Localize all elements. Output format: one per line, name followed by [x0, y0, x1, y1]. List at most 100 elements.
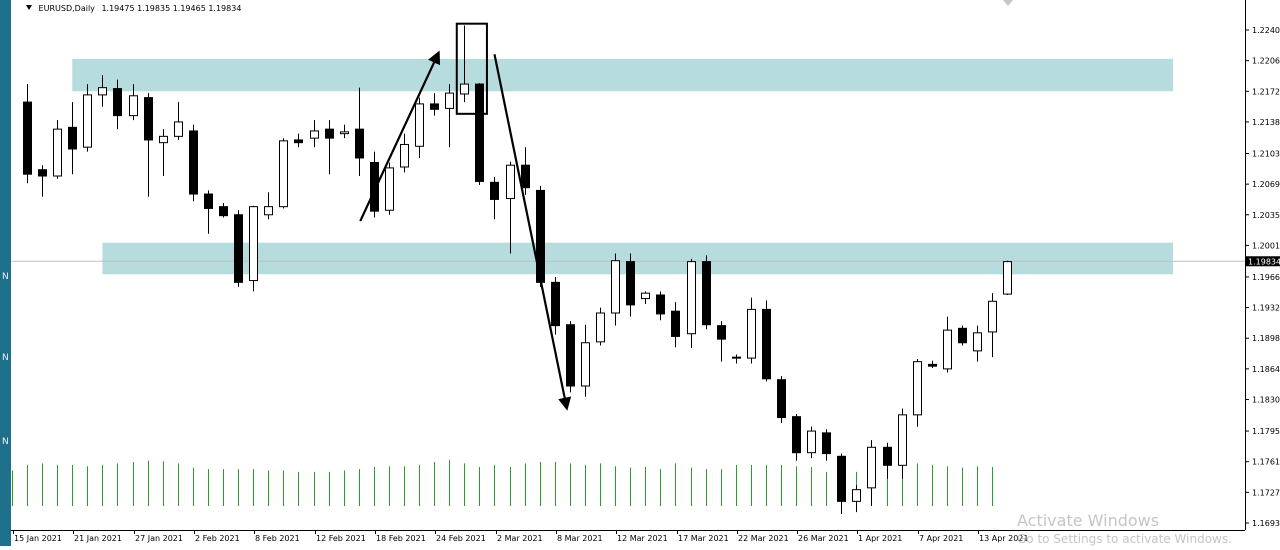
candle[interactable] [943, 316, 952, 373]
candle[interactable] [445, 84, 454, 148]
candle[interactable] [717, 321, 726, 362]
candle[interactable] [23, 84, 32, 184]
candle[interactable] [325, 120, 334, 175]
candle[interactable] [958, 325, 967, 346]
candle-body [204, 193, 213, 209]
dropdown-arrow-icon[interactable] [26, 5, 32, 10]
candle[interactable] [234, 210, 243, 287]
candle[interactable] [837, 453, 846, 514]
candle-body [792, 416, 801, 454]
candle-body [174, 121, 183, 137]
highlight-box[interactable] [455, 22, 488, 115]
chart-canvas[interactable]: 1.22400 1.22060 1.21720 1.21380 1.21030 1.206… [11, 0, 1280, 546]
candle[interactable] [973, 325, 982, 362]
candle-body [852, 489, 861, 502]
candle[interactable] [460, 25, 469, 103]
time-tick-label: 18 Feb 2021 [376, 534, 426, 543]
candle[interactable] [913, 358, 922, 427]
candle[interactable] [38, 165, 47, 197]
price-chart[interactable]: 1.22400 1.22060 1.21720 1.21380 1.21030 1.206… [11, 0, 1280, 546]
candle[interactable] [189, 124, 198, 202]
candle[interactable] [98, 75, 107, 107]
candle[interactable] [249, 205, 258, 292]
candle[interactable] [279, 138, 288, 209]
candle[interactable] [310, 120, 319, 148]
price-tick-label: 1.18980 [1252, 334, 1280, 343]
candle[interactable] [762, 300, 771, 382]
candle-body [23, 101, 32, 175]
candle[interactable] [113, 79, 122, 130]
candle-body [430, 103, 439, 110]
candle[interactable] [807, 426, 816, 459]
candle[interactable] [581, 324, 590, 397]
candle[interactable] [340, 124, 349, 139]
candle[interactable] [355, 87, 364, 177]
candle[interactable] [385, 162, 394, 215]
time-tick-label: 15 Jan 2021 [14, 534, 62, 543]
sr-zone[interactable] [72, 58, 1174, 92]
time-tick-label: 27 Jan 2021 [135, 534, 183, 543]
time-tick-label: 1 Apr 2021 [858, 534, 902, 543]
candle-body [506, 164, 515, 200]
candle[interactable] [988, 293, 997, 358]
candle[interactable] [687, 258, 696, 349]
candle[interactable] [883, 442, 892, 479]
candle[interactable] [430, 93, 439, 116]
candle[interactable] [53, 120, 62, 179]
sr-zone[interactable] [102, 242, 1174, 275]
candle[interactable] [732, 354, 741, 364]
current-price-label: 1.19834 [1248, 257, 1280, 266]
candle[interactable] [928, 360, 937, 368]
candle[interactable] [83, 84, 92, 152]
price-tick-label: 1.19660 [1252, 273, 1280, 282]
candle-body [340, 131, 349, 135]
candle-body [867, 446, 876, 489]
chart-shift-icon[interactable] [1003, 0, 1013, 6]
candle-body [159, 135, 168, 144]
candle[interactable] [521, 147, 530, 195]
candle[interactable] [204, 190, 213, 234]
candle[interactable] [656, 291, 665, 321]
candle[interactable] [626, 253, 635, 317]
candle[interactable] [747, 297, 756, 364]
price-tick-label: 1.22060 [1252, 57, 1280, 66]
candle[interactable] [475, 83, 484, 186]
candle[interactable] [566, 321, 575, 393]
candle[interactable] [129, 84, 138, 121]
candle[interactable] [219, 203, 228, 218]
candle[interactable] [852, 485, 861, 513]
candle[interactable] [415, 97, 424, 158]
candle[interactable] [159, 129, 168, 177]
candle[interactable] [792, 413, 801, 461]
candle[interactable] [671, 302, 680, 348]
price-tick-label: 1.20690 [1252, 180, 1280, 189]
candle[interactable] [1003, 260, 1012, 295]
candle[interactable] [174, 102, 183, 140]
candle-body [113, 88, 122, 117]
candle[interactable] [611, 253, 620, 326]
candle[interactable] [702, 255, 711, 330]
candle[interactable] [506, 161, 515, 254]
candle[interactable] [596, 307, 605, 346]
candle[interactable] [68, 102, 77, 175]
strip-marker: N [2, 353, 9, 363]
candle[interactable] [867, 440, 876, 506]
candle[interactable] [144, 93, 153, 197]
candle[interactable] [551, 276, 560, 335]
candle[interactable] [536, 185, 545, 287]
candle[interactable] [264, 192, 273, 220]
candle-body [747, 308, 756, 359]
candle[interactable] [641, 291, 650, 304]
candle[interactable] [400, 133, 409, 173]
candle-body [355, 128, 364, 159]
candle-body [988, 300, 997, 333]
candle[interactable] [777, 376, 786, 423]
candle-body [973, 332, 982, 352]
trend-arrow[interactable] [493, 54, 572, 411]
candle[interactable] [490, 176, 499, 220]
candle[interactable] [294, 133, 303, 148]
candle[interactable] [370, 151, 379, 218]
candle[interactable] [822, 429, 831, 461]
trend-arrow[interactable] [359, 50, 441, 222]
candle[interactable] [898, 408, 907, 479]
